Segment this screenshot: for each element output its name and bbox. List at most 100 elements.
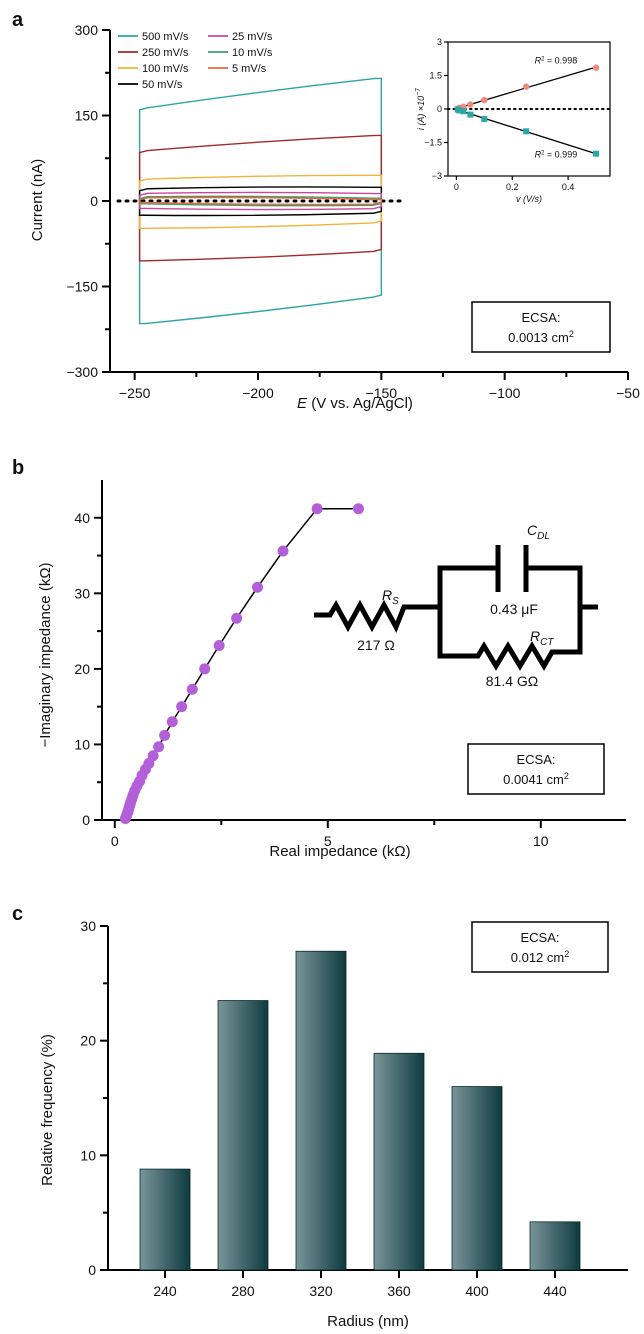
y-tick-label-c: 30 [80,918,96,934]
x-tick-label-c: 280 [231,1283,255,1299]
ecsa-label-a: ECSA: [521,310,560,325]
inset-point-cathodic [593,150,600,157]
x-tick-label-b: 0 [111,833,119,849]
y-axis-label-c: Relative frequency (%) [39,1034,56,1186]
inset-x-label: v (V/s) [516,194,542,204]
x-tick-label-c: 400 [465,1283,489,1299]
inset-x-tick-label: 0.2 [506,182,519,192]
x-tick-label-b: 10 [533,833,549,849]
impedance-point [277,545,289,557]
legend-label: 250 mV/s [142,47,189,59]
y-tick-label-a: 150 [75,108,99,124]
inset-r2-sup: 2 [541,151,545,157]
inset-y-tick-label: 0 [437,104,442,114]
histogram-bar [217,1000,269,1271]
y-tick-label-a: −150 [66,279,98,295]
inset-y-label-text: i (A) ×10 [416,96,426,130]
inset-y-label: i (A) ×10−7 [415,88,426,130]
impedance-point [231,612,243,624]
cdl-value: 0.43 μF [490,601,538,617]
cdl-label-sub: DL [537,531,550,542]
ecsa-value-a: 0.0013 cm2 [508,329,574,345]
ecsa-box-a: ECSA: 0.0013 cm2 [471,301,611,353]
histogram-bar [373,1052,425,1271]
rs-label-main: R [382,587,392,603]
x-tick-label-a: −200 [242,385,274,401]
ecsa-value-a-num: 0.0013 cm [508,330,569,345]
impedance-point [199,663,211,675]
y-tick-label-a: 0 [90,193,98,209]
legend-label: 100 mV/s [142,63,189,75]
inset-y-tick-label: −1.5 [424,138,442,148]
inset-point-cathodic [523,128,530,135]
y-tick-label-c: 20 [80,1033,96,1049]
panel-c-histogram: c 0 10 20 30 240 280 320 360 400 440 Relative fre… [12,903,628,1330]
ticks-c: 0 10 20 30 240 280 320 360 400 440 [80,918,566,1299]
ecsa-label-b: ECSA: [516,752,555,767]
y-tick-label-b: 10 [74,736,90,752]
inset-r2-value: = 0.999 [544,150,577,160]
x-tick-label-c: 320 [309,1283,333,1299]
panel-label-a: a [12,9,24,31]
impedance-point [176,701,188,713]
histogram-bar [139,1168,191,1271]
ticks-b: 0 5 10 0 10 20 30 40 [74,510,548,849]
ecsa-value-c-num: 0.012 cm [511,950,564,965]
wire-top-left [437,565,498,607]
ecsa-value-b: 0.0041 cm2 [503,771,569,787]
inset-point-anodic [467,101,474,108]
panel-b-nyquist-chart: b 0 5 10 0 10 20 30 40 −Imaginary impedance (kΩ… [12,457,626,860]
rct-label-sub: CT [540,637,554,648]
y-tick-label-a: 300 [75,22,99,38]
ecsa-box-a-frame [471,301,611,353]
x-tick-label-a: −50 [616,385,640,401]
x-tick-label-a: −250 [119,385,151,401]
cv-curves [138,77,383,325]
legend-label: 25 mV/s [232,31,273,43]
impedance-point [147,750,159,762]
impedance-point [166,716,178,728]
impedance-point [186,683,198,695]
inset-x-tick-label: 0.4 [562,182,575,192]
ecsa-value-b-sup: 2 [564,771,569,781]
inset-point-anodic [592,64,600,71]
inset-point-cathodic [467,111,474,118]
x-axis-label-a: E (V vs. Ag/AgCl) [297,395,413,412]
wire-top-right [526,565,598,610]
inset-r2-symbol: R [535,150,542,160]
legend-label: 50 mV/s [142,79,183,91]
panel-label-c: c [12,903,23,925]
x-axis-label-a-var: E [297,395,308,412]
x-tick-label-a: −150 [366,385,398,401]
impedance-point [153,741,165,753]
inset-point-anodic [481,96,488,104]
inset-point-anodic [523,83,530,90]
inset-y-tick-label: 1.5 [429,71,442,81]
cv-loop [138,196,383,206]
x-axis-label-c: Radius (nm) [327,1313,409,1330]
impedance-point [251,581,263,593]
inset-r2-value: = 0.998 [544,56,577,66]
histogram-bar [295,950,347,1271]
x-tick-label-c: 360 [387,1283,411,1299]
y-tick-label-c: 10 [80,1147,96,1163]
ecsa-value-b-num: 0.0041 cm [503,772,564,787]
rs-label: RS [382,587,399,607]
inset-r2-symbol: R [535,56,542,66]
impedance-points [119,503,364,824]
ecsa-value-c: 0.012 cm2 [511,949,570,965]
legend-label: 5 mV/s [232,63,267,75]
rct-label: RCT [530,628,554,648]
inset-r2-cathodic: R2 = 0.999 [535,150,578,160]
impedance-point [213,639,225,651]
y-tick-label-c: 0 [88,1262,96,1278]
inset-r2-anodic: R2 = 0.998 [535,56,578,66]
x-tick-label-c: 240 [153,1283,177,1299]
ecsa-box-c-frame [471,921,609,973]
inset-y-tick-label: −3 [432,171,442,181]
impedance-point [311,503,323,515]
impedance-fit-line [124,507,359,819]
